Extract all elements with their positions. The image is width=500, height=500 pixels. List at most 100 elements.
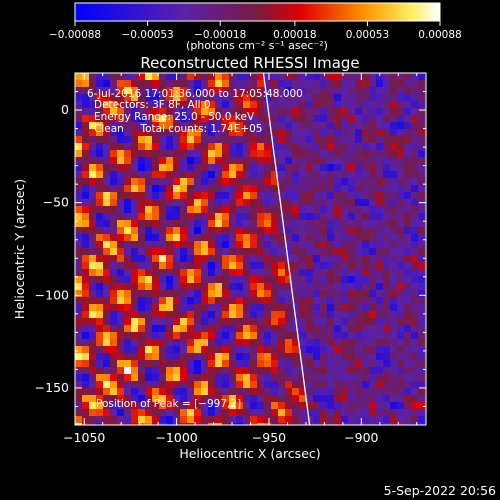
heatmap-cell [271, 87, 278, 94]
heatmap-cell [103, 150, 110, 157]
heatmap-cell [341, 402, 348, 409]
heatmap-cell [222, 73, 229, 80]
heatmap-cell [89, 297, 96, 304]
heatmap-cell [355, 339, 362, 346]
heatmap-cell [390, 199, 397, 206]
heatmap-cell [243, 178, 250, 185]
heatmap-cell [411, 213, 418, 220]
heatmap-cell [124, 353, 131, 360]
heatmap-cell [159, 388, 166, 395]
heatmap-cell [103, 206, 110, 213]
heatmap-cell [369, 80, 376, 87]
heatmap-cell [215, 325, 222, 332]
heatmap-cell [173, 248, 180, 255]
heatmap-cell [285, 94, 292, 101]
heatmap-cell [348, 129, 355, 136]
heatmap-cell [299, 388, 306, 395]
heatmap-cell [103, 255, 110, 262]
heatmap-cell [236, 304, 243, 311]
heatmap-cell [362, 157, 369, 164]
heatmap-cell [110, 360, 117, 367]
heatmap-cell [299, 423, 306, 425]
heatmap-cell [180, 136, 187, 143]
heatmap-cell [208, 297, 215, 304]
heatmap-cell [362, 192, 369, 199]
heatmap-cell [404, 199, 411, 206]
heatmap-cell [271, 353, 278, 360]
heatmap-cell [229, 199, 236, 206]
heatmap-cell [404, 220, 411, 227]
heatmap-cell [376, 164, 383, 171]
heatmap-cell [243, 171, 250, 178]
heatmap-cell [75, 339, 82, 346]
heatmap-cell [103, 101, 110, 108]
heatmap-cell [327, 290, 334, 297]
colorbar-tick-label: 0.00053 [346, 29, 389, 41]
heatmap-cell [404, 269, 411, 276]
heatmap-cell [138, 150, 145, 157]
heatmap-cell [271, 220, 278, 227]
x-axis-label: Heliocentric X (arcsec) [179, 446, 320, 461]
heatmap-cell [194, 220, 201, 227]
heatmap-cell [355, 423, 362, 425]
heatmap-cell [229, 262, 236, 269]
heatmap-cell [222, 80, 229, 87]
heatmap-cell [327, 339, 334, 346]
heatmap-cell [208, 339, 215, 346]
heatmap-cell [82, 199, 89, 206]
heatmap-cell [390, 192, 397, 199]
heatmap-cell [117, 241, 124, 248]
heatmap-cell [306, 206, 313, 213]
heatmap-cell [103, 283, 110, 290]
heatmap-cell [334, 220, 341, 227]
heatmap-cell [117, 297, 124, 304]
heatmap-cell [201, 374, 208, 381]
heatmap-cell [257, 227, 264, 234]
y-tick-label: −150 [35, 380, 69, 395]
heatmap-cell [264, 353, 271, 360]
heatmap-cell [75, 269, 82, 276]
heatmap-cell [82, 269, 89, 276]
heatmap-cell [243, 150, 250, 157]
heatmap-cell [236, 94, 243, 101]
heatmap-cell [243, 213, 250, 220]
heatmap-cell [369, 248, 376, 255]
heatmap-cell [411, 171, 418, 178]
heatmap-cell [173, 304, 180, 311]
heatmap-cell [82, 115, 89, 122]
heatmap-cell [236, 318, 243, 325]
heatmap-cell [194, 178, 201, 185]
heatmap-cell [369, 185, 376, 192]
heatmap-cell [341, 108, 348, 115]
heatmap-cell [222, 353, 229, 360]
heatmap-cell [215, 346, 222, 353]
heatmap-cell [376, 115, 383, 122]
heatmap-cell [173, 108, 180, 115]
heatmap-cell [159, 80, 166, 87]
heatmap-cell [145, 339, 152, 346]
heatmap-cell [222, 395, 229, 402]
heatmap-cell [306, 346, 313, 353]
heatmap-cell [404, 108, 411, 115]
heatmap-cell [327, 276, 334, 283]
heatmap-cell [236, 178, 243, 185]
heatmap-cell [355, 409, 362, 416]
heatmap-cell [159, 290, 166, 297]
heatmap-cell [292, 227, 299, 234]
heatmap-cell [222, 150, 229, 157]
heatmap-cell [215, 395, 222, 402]
heatmap-cell [229, 213, 236, 220]
heatmap-cell [103, 199, 110, 206]
heatmap-cell [187, 262, 194, 269]
solar-limb-line [262, 72, 311, 426]
heatmap-cell [152, 220, 159, 227]
heatmap-cell [215, 206, 222, 213]
heatmap-cell [201, 402, 208, 409]
heatmap-cell [299, 416, 306, 423]
heatmap-cell [411, 129, 418, 136]
heatmap-cell [180, 255, 187, 262]
heatmap-cell [327, 381, 334, 388]
heatmap-cell [355, 80, 362, 87]
heatmap-cell [103, 157, 110, 164]
